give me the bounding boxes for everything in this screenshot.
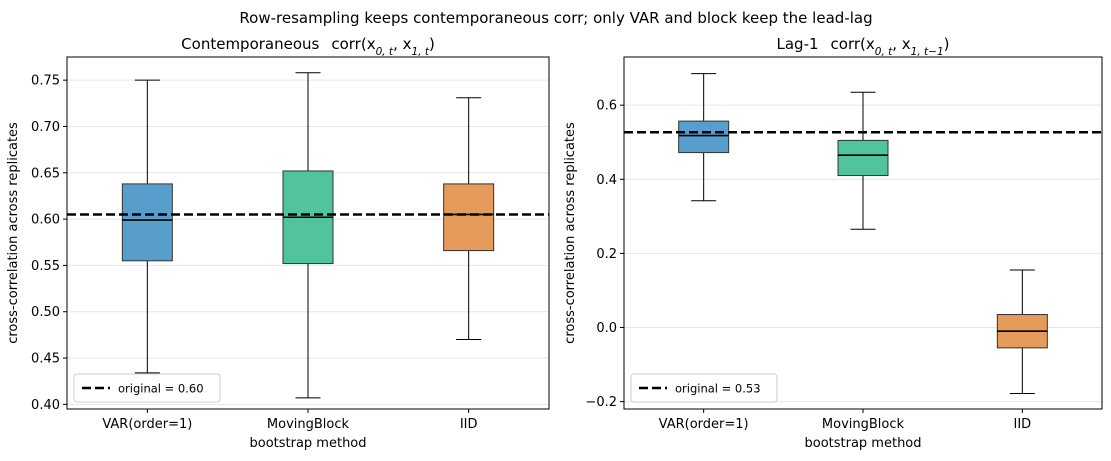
y-tick-label: 0.2: [596, 247, 617, 262]
panel-lag1: −0.2 0.0 0.2 0.4 0.6 VAR(order=1) MovingBlock I…: [563, 35, 1103, 451]
panel-contemporaneous: 0.40 0.45 0.50 0.55 0.60 0.65 0.70 0.75 VAR(orde…: [6, 35, 550, 451]
y-tick-label: 0.55: [31, 259, 60, 274]
box-movingblock: [837, 91, 889, 230]
legend-frame: [630, 373, 778, 403]
legend-frame: [73, 373, 221, 403]
x-tick-label: VAR(order=1): [659, 417, 749, 432]
x-tick-label: VAR(order=1): [102, 417, 192, 432]
x-axis-label: bootstrap method: [804, 436, 921, 451]
y-tick-label: 0.0: [596, 321, 617, 336]
legend: original = 0.60: [73, 373, 221, 403]
iqr-box: [121, 183, 173, 262]
legend-label: original = 0.53: [675, 382, 761, 396]
x-tick-label: IID: [460, 417, 478, 432]
x-axis-label: bootstrap method: [249, 436, 366, 451]
box-iid: [996, 269, 1048, 394]
y-tick-label: 0.4: [596, 173, 617, 188]
title-end: ): [429, 35, 435, 53]
y-tick-label: 0.75: [31, 74, 60, 89]
title-prefix: Contemporaneous: [181, 35, 319, 53]
box-movingblock: [282, 72, 334, 399]
y-tick-label: 0.45: [31, 352, 60, 367]
title-prefix: Lag-1: [777, 35, 819, 53]
x-tick-label: IID: [1013, 417, 1031, 432]
y-tick-label: 0.50: [31, 305, 60, 320]
legend-label: original = 0.60: [118, 382, 204, 396]
y-axis-label: cross-correlation across replicates: [6, 122, 21, 344]
box-var-order-1: [678, 73, 730, 202]
iqr-box: [443, 183, 495, 252]
y-tick-label: 0.65: [31, 166, 60, 181]
title-subscript: 0, t: [376, 46, 394, 58]
panel-title: Lag-1 corr(x0, t, x1, t−1): [777, 35, 950, 58]
x-tick-label: MovingBlock: [267, 417, 350, 432]
title-subscript: 1, t−1: [911, 46, 944, 58]
figure-title: Row-resampling keeps contemporaneous cor…: [239, 9, 872, 27]
title-subscript: 0, t: [875, 46, 893, 58]
title-subscript: 1, t: [411, 46, 429, 58]
y-tick-label: 0.40: [31, 398, 60, 413]
iqr-box: [837, 139, 889, 177]
y-tick-label: 0.60: [31, 213, 60, 228]
box-var-order-1: [121, 79, 173, 374]
panel-title: Contemporaneous corr(x0, t, x1, t): [181, 35, 435, 58]
legend: original = 0.53: [630, 373, 778, 403]
y-tick-label: 0.70: [31, 120, 60, 135]
title-corr: corr(x: [831, 35, 875, 53]
title-mid: , x: [892, 35, 911, 53]
y-tick-label: −0.2: [585, 395, 617, 410]
y-tick-label: 0.6: [596, 99, 617, 114]
title-mid: , x: [393, 35, 412, 53]
iqr-box: [678, 120, 730, 154]
title-corr: corr(x: [331, 35, 375, 53]
title-end: ): [944, 35, 950, 53]
box-iid: [443, 97, 495, 341]
y-axis-label: cross-correlation across replicates: [563, 122, 578, 344]
x-tick-label: MovingBlock: [822, 417, 905, 432]
